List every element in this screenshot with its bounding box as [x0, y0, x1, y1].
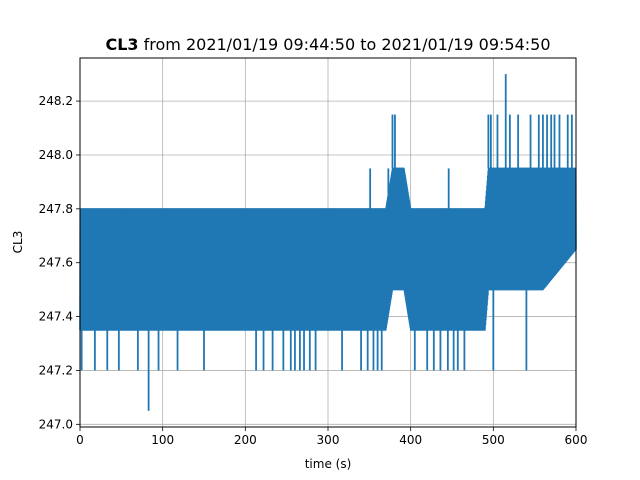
- chart-title: CL3 from 2021/01/19 09:44:50 to 2021/01/…: [105, 35, 550, 54]
- data-series: [79, 74, 577, 411]
- y-tick-label: 247.6: [39, 256, 73, 270]
- x-axis-label: time (s): [305, 457, 352, 471]
- y-tick-label: 248.2: [39, 94, 73, 108]
- x-tick-label: 400: [399, 433, 422, 447]
- chart-title-rest: from 2021/01/19 09:44:50 to 2021/01/19 0…: [139, 35, 551, 54]
- x-axis-ticks: 0 100 200 300 400 500 600: [76, 427, 587, 447]
- x-tick-label: 0: [76, 433, 84, 447]
- x-tick-label: 600: [565, 433, 588, 447]
- x-tick-label: 200: [234, 433, 257, 447]
- x-tick-label: 300: [317, 433, 340, 447]
- y-axis-ticks: 247.0 247.2 247.4 247.6 247.8 248.0 248.2: [39, 94, 80, 431]
- y-tick-label: 247.2: [39, 363, 73, 377]
- y-axis-label: CL3: [11, 231, 25, 254]
- y-tick-label: 248.0: [39, 148, 73, 162]
- y-tick-label: 247.4: [39, 310, 73, 324]
- x-tick-label: 500: [482, 433, 505, 447]
- y-tick-label: 247.0: [39, 417, 73, 431]
- x-tick-label: 100: [151, 433, 174, 447]
- chart-title-bold: CL3: [105, 35, 138, 54]
- y-tick-label: 247.8: [39, 202, 73, 216]
